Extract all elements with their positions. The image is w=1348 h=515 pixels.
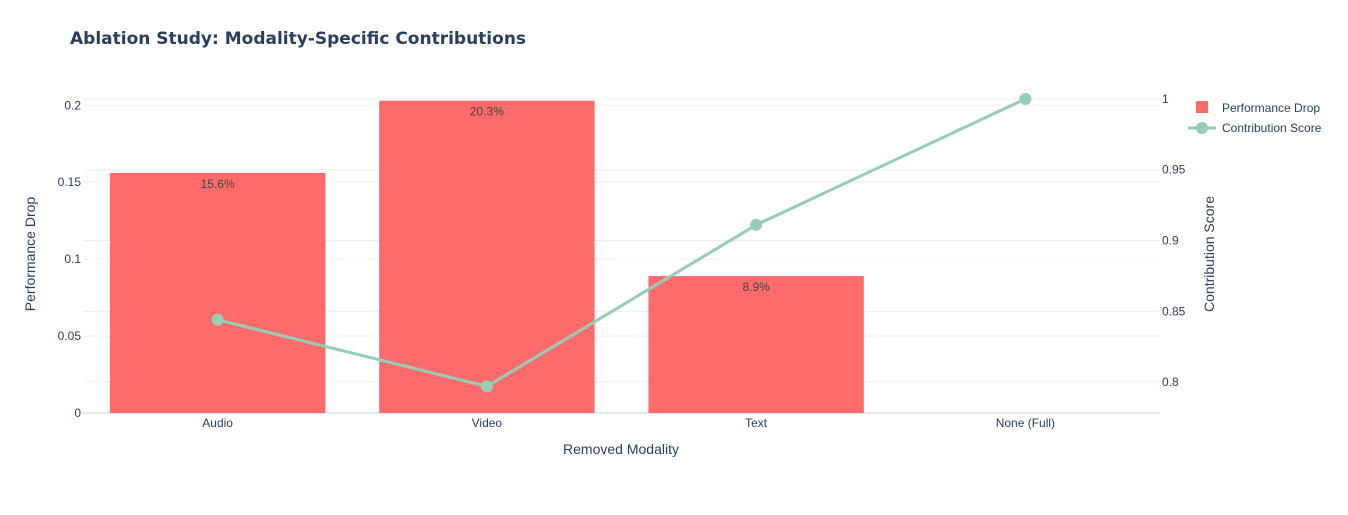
y-axis-left-title: Performance Drop	[22, 197, 38, 312]
y-left-tick-label: 0	[74, 406, 81, 420]
contribution-score-point[interactable]	[1019, 92, 1032, 105]
y-left-tick-label: 0.1	[64, 252, 81, 266]
y-left-tick-label: 0.15	[58, 175, 82, 189]
x-axis: Audio Video Text None (Full)	[202, 416, 1055, 430]
y-right-tick-label: 0.95	[1162, 163, 1186, 177]
y-left-tick-label: 0.05	[58, 329, 82, 343]
y-right-tick-label: 0.9	[1162, 234, 1179, 248]
legend-label-contribution-score[interactable]: Contribution Score	[1222, 121, 1322, 135]
y-left-tick-label: 0.2	[64, 98, 81, 112]
legend-label-performance-drop[interactable]: Performance Drop	[1222, 101, 1320, 115]
contribution-line	[211, 92, 1032, 393]
x-tick-label: Video	[472, 416, 503, 430]
x-tick-label: Audio	[202, 416, 233, 430]
contribution-score-point[interactable]	[750, 218, 763, 231]
bar-performance-drop[interactable]	[109, 173, 326, 413]
bar-data-label: 15.6%	[201, 177, 235, 191]
bar-data-label: 8.9%	[742, 280, 770, 294]
x-tick-label: None (Full)	[996, 416, 1055, 430]
bar-data-label: 20.3%	[470, 105, 504, 119]
y-right-tick-label: 0.8	[1162, 375, 1179, 389]
y-axis-left: 0 0.05 0.1 0.15 0.2	[58, 98, 82, 420]
legend-marker-contribution-score[interactable]	[1196, 122, 1208, 134]
x-tick-label: Text	[745, 416, 768, 430]
legend[interactable]: Performance Drop Contribution Score	[1188, 101, 1322, 135]
y-right-tick-label: 0.85	[1162, 304, 1186, 318]
x-axis-title: Removed Modality	[563, 441, 679, 457]
contribution-score-point[interactable]	[480, 380, 493, 393]
y-axis-right: 0.8 0.85 0.9 0.95 1	[1162, 92, 1186, 389]
bar-performance-drop[interactable]	[648, 276, 864, 413]
bar-performance-drop[interactable]	[379, 100, 595, 413]
y-right-tick-label: 1	[1162, 92, 1169, 106]
contribution-score-point[interactable]	[211, 313, 224, 326]
legend-marker-performance-drop[interactable]	[1196, 101, 1208, 113]
chart-title: Ablation Study: Modality-Specific Contri…	[70, 29, 526, 49]
y-axis-right-title: Contribution Score	[1201, 196, 1217, 312]
bars: 15.6% 20.3% 8.9%	[109, 100, 864, 413]
contribution-score-line	[217, 97, 1027, 388]
